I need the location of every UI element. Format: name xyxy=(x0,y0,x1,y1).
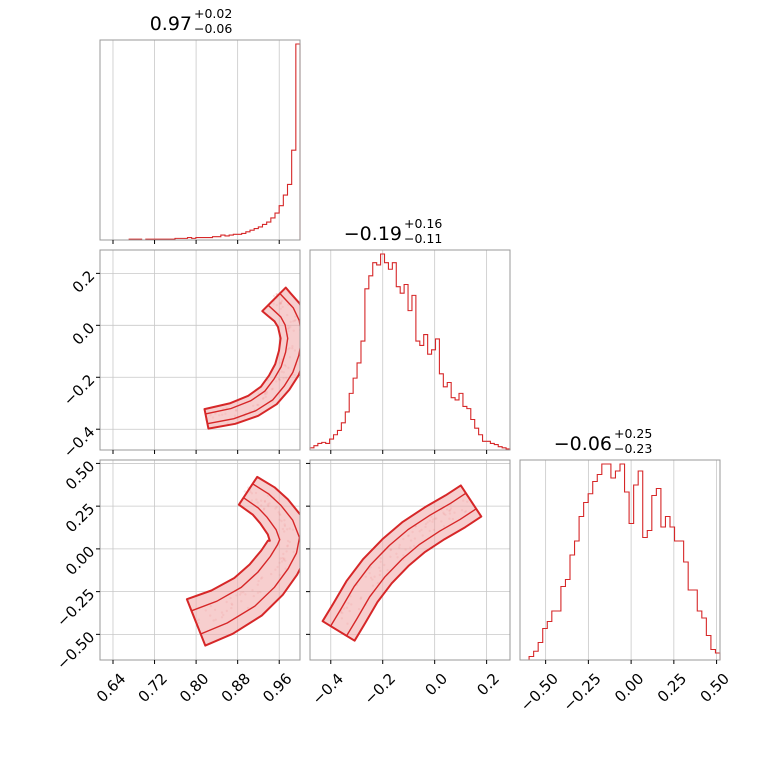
scatter-panel-0-1-contour-outer xyxy=(203,286,300,430)
scatter-panel-1-2-xtick-label-0: −0.4 xyxy=(309,670,347,708)
scatter-panel-0-2-contour-outer xyxy=(185,475,300,647)
hist-panel-1-title-plus: +0.16 xyxy=(404,216,442,231)
hist-panel-2-xtick-label-1: −0.25 xyxy=(560,670,605,715)
hist-panel-0-histogram xyxy=(100,43,301,241)
hist-panel-2-xtick-label-4: 0.50 xyxy=(697,670,733,706)
hist-panel-0-title-plus: +0.02 xyxy=(194,6,232,21)
hist-panel-2-frame xyxy=(519,459,721,661)
hist-panel-1-frame xyxy=(309,249,511,451)
scatter-panel-1-2-contour-outer xyxy=(321,484,483,642)
hist-panel-2-title-plus: +0.25 xyxy=(614,426,652,441)
hist-panel-1-title-minus: −0.11 xyxy=(404,231,442,246)
hist-panel-1-histogram xyxy=(309,253,511,450)
hist-panel-2-title-median: −0.06 xyxy=(554,433,612,455)
scatter-panel-0-2-frame xyxy=(99,459,301,661)
hist-panel-0-grid xyxy=(112,40,280,240)
scatter-panel-0-2-xtick-label-4: 0.96 xyxy=(259,670,295,706)
hist-panel-2-xtick-label-3: 0.25 xyxy=(654,670,690,706)
scatter-panel-0-2-contour-inner xyxy=(190,482,300,635)
scatter-panel-1-2-contents xyxy=(321,484,483,642)
scatter-panel-0-1-frame xyxy=(99,249,301,451)
scatter-panel-1-2-frame xyxy=(309,459,511,661)
scatter-panel-0-2-ytick-label-2: 0.00 xyxy=(62,543,98,579)
hist-panel-1-grid xyxy=(330,250,488,450)
scatter-panel-0-1-grid xyxy=(100,250,300,450)
scatter-panel-0-1-ytick-label-3: 0.2 xyxy=(69,267,99,297)
scatter-panel-0-1-ytick-label-0: −0.4 xyxy=(60,423,98,461)
scatter-panel-0-2-ytick-label-4: 0.50 xyxy=(62,457,98,493)
scatter-panel-0-2-xtick-label-0: 0.64 xyxy=(93,670,129,706)
hist-panel-2-histogram xyxy=(520,463,721,661)
hist-panel-2-title-minus: −0.23 xyxy=(614,441,652,456)
scatter-panel-0-2-ytick-label-1: −0.25 xyxy=(53,585,98,630)
scatter-panel-0-2-xtick-label-3: 0.88 xyxy=(218,670,254,706)
scatter-panel-0-2-ytick-label-3: 0.25 xyxy=(62,500,98,536)
scatter-panel-0-1-ytick-label-2: 0.0 xyxy=(69,319,99,349)
scatter-panel-0-1-contour-inner xyxy=(204,292,300,425)
scatter-panel-0-2-contents xyxy=(185,475,300,647)
scatter-panel-1-2-xtick-label-2: 0.0 xyxy=(421,670,451,700)
hist-panel-0-title-median: 0.97 xyxy=(150,13,192,35)
scatter-panel-0-1-ytick-label-1: −0.2 xyxy=(60,371,98,409)
hist-panel-2-xtick-label-0: −0.50 xyxy=(517,670,562,715)
hist-panel-1-title-median: −0.19 xyxy=(344,223,402,245)
hist-panel-0-title-minus: −0.06 xyxy=(194,21,232,36)
scatter-panel-1-2-contour-inner xyxy=(329,492,478,637)
hist-panel-0-frame xyxy=(99,39,301,241)
scatter-panel-0-1-contents xyxy=(203,286,300,430)
scatter-panel-1-2-xtick-label-1: −0.2 xyxy=(361,670,399,708)
scatter-panel-0-1-point-11 xyxy=(272,294,276,298)
scatter-panel-0-2-point-43 xyxy=(243,490,246,493)
scatter-panel-1-2-xtick-label-3: 0.2 xyxy=(473,670,503,700)
scatter-panel-0-2-xtick-label-1: 0.72 xyxy=(135,670,171,706)
hist-panel-2-grid xyxy=(545,460,717,660)
scatter-panel-0-2-ytick-label-0: −0.50 xyxy=(53,628,98,673)
hist-panel-2-xtick-label-2: 0.00 xyxy=(611,670,647,706)
scatter-panel-0-2-xtick-label-2: 0.80 xyxy=(176,670,212,706)
